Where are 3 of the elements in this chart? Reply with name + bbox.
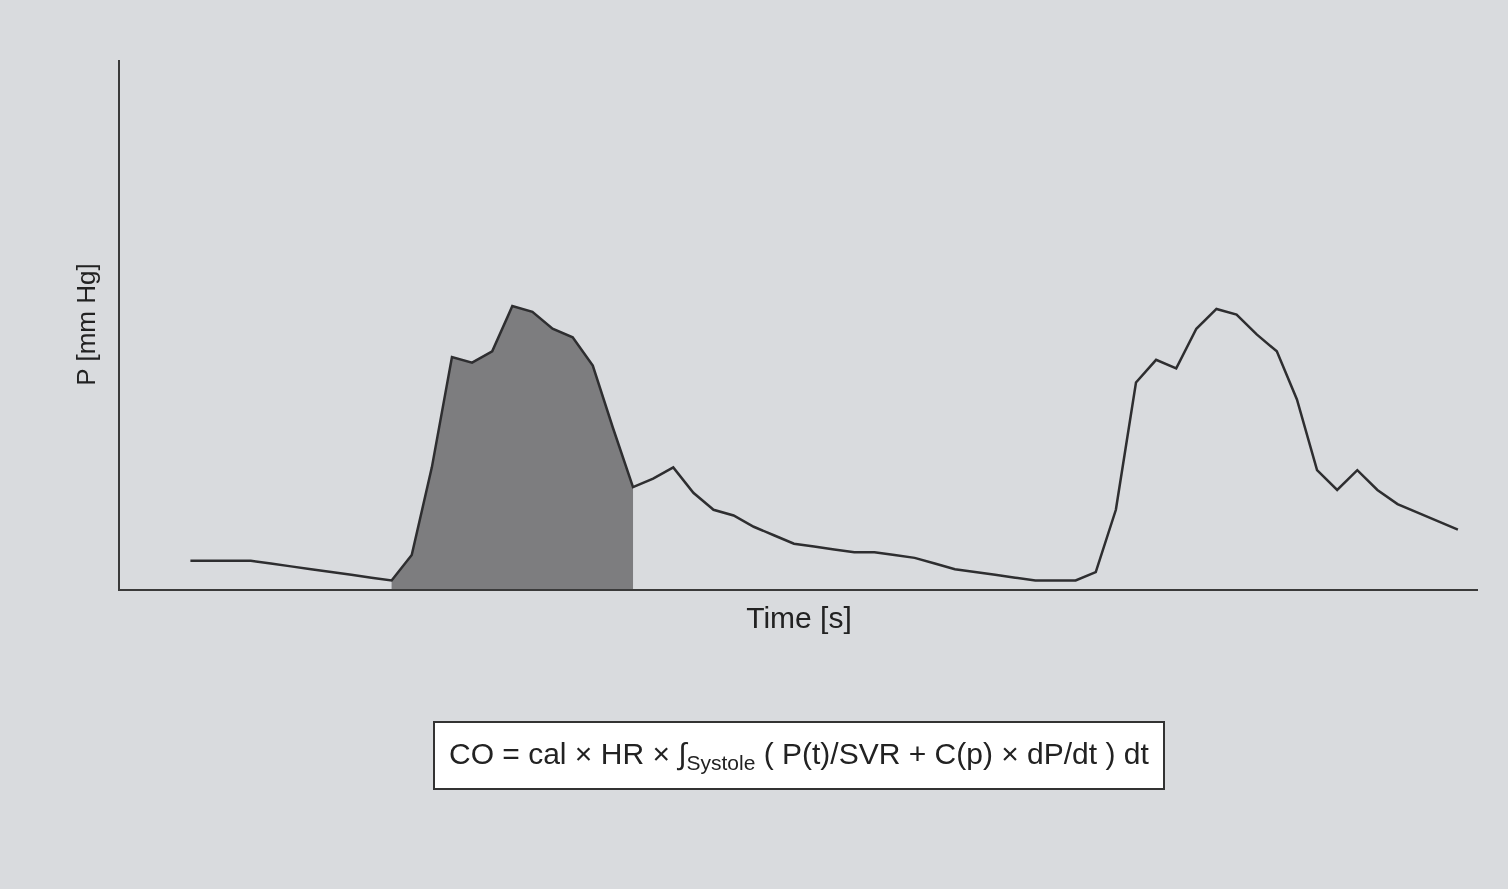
x-axis-title: Time [s] (746, 601, 852, 635)
text: CO = cal × HR × ∫$_{Systole}$ ( P(t)/SVR + C(p) × dP/dt ) dt (449, 737, 1150, 775)
y-axis-title: P [mm Hg] (70, 263, 101, 386)
